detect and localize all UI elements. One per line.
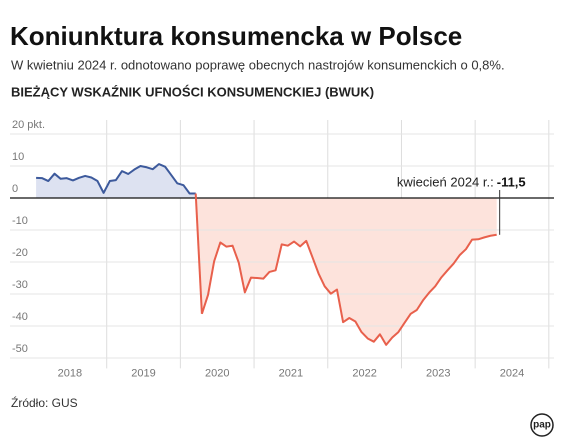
page-title: Koniunktura konsumencka w Polsce [10, 21, 462, 51]
x-tick-label: 2018 [58, 367, 82, 379]
y-tick-label: -50 [12, 343, 28, 355]
line-negative [200, 233, 497, 346]
annotation: kwiecień 2024 r.: [397, 174, 494, 189]
logo-ring [530, 413, 554, 437]
y-tick-label: -20 [12, 247, 28, 259]
logo: pap [533, 420, 551, 431]
x-tick-label: 2019 [131, 367, 155, 379]
value-label: -11,5 [497, 174, 526, 189]
y-tick-label: -40 [12, 311, 28, 323]
x-tick-label: 2023 [426, 367, 450, 379]
x-tick-label: 2024 [500, 367, 524, 379]
chart-title: BIEŻĄCY WSKAŹNIK UFNOŚCI KONSUMENCKIEJ (… [11, 84, 374, 99]
source: Źródło: GUS [11, 395, 78, 410]
y-tick-label: 0 [12, 183, 18, 195]
area-negative [195, 198, 497, 345]
y-tick-label: 20 pkt. [12, 119, 45, 131]
x-tick-label: 2021 [279, 367, 303, 379]
y-tick-label: 10 [12, 151, 24, 163]
y-tick-label: -30 [12, 279, 28, 291]
subtitle: W kwietniu 2024 r. odnotowano poprawę ob… [11, 57, 505, 72]
line-connector [194, 193, 203, 314]
x-tick-label: 2020 [205, 367, 229, 379]
y-tick-label: -10 [12, 215, 28, 227]
x-tick-label: 2022 [352, 367, 376, 379]
line-positive [36, 163, 196, 195]
